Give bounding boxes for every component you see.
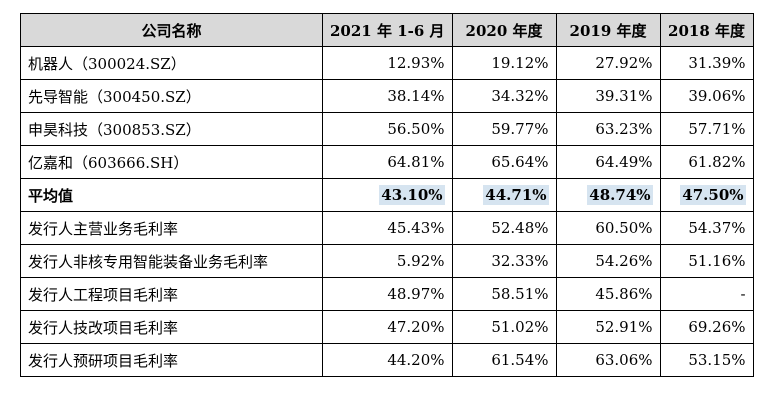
cell-2018: 69.26% xyxy=(659,310,754,344)
gross-margin-comparison-table: 公司名称 2021 年 1-6 月 2020 年度 2019 年度 2018 年… xyxy=(20,13,754,377)
cell-2018: 54.37% xyxy=(659,211,754,245)
cell-2020: 52.48% xyxy=(451,211,557,245)
cell-2020: 19.12% xyxy=(451,46,557,80)
average-value-2018: 47.50% xyxy=(680,185,746,205)
cell-2020: 51.02% xyxy=(451,310,557,344)
row-name: 亿嘉和（603666.SH） xyxy=(20,145,323,179)
header-2018: 2018 年度 xyxy=(659,13,754,47)
cell-2021-h1: 44.20% xyxy=(322,343,453,377)
cell-2020: 59.77% xyxy=(451,112,557,146)
row-name: 发行人主营业务毛利率 xyxy=(20,211,323,245)
cell-2018: 31.39% xyxy=(659,46,754,80)
cell-2021-h1: 56.50% xyxy=(322,112,453,146)
table-row: 发行人技改项目毛利率 47.20% 51.02% 52.91% 69.26% xyxy=(20,310,754,344)
cell-2020: 34.32% xyxy=(451,79,557,113)
table-row: 发行人主营业务毛利率 45.43% 52.48% 60.50% 54.37% xyxy=(20,211,754,245)
table-row: 机器人（300024.SZ） 12.93% 19.12% 27.92% 31.3… xyxy=(20,46,754,80)
average-label: 平均值 xyxy=(20,178,323,212)
cell-2019: 45.86% xyxy=(555,277,661,311)
table-row: 发行人工程项目毛利率 48.97% 58.51% 45.86% - xyxy=(20,277,754,311)
cell-2019: 27.92% xyxy=(555,46,661,80)
row-name: 发行人技改项目毛利率 xyxy=(20,310,323,344)
cell-2019: 54.26% xyxy=(555,244,661,278)
cell-2018: 39.06% xyxy=(659,79,754,113)
cell-2020: 44.71% xyxy=(451,178,557,212)
cell-2020: 32.33% xyxy=(451,244,557,278)
average-value-2021-h1: 43.10% xyxy=(379,185,445,205)
header-2019: 2019 年度 xyxy=(555,13,661,47)
cell-2021-h1: 47.20% xyxy=(322,310,453,344)
header-2020: 2020 年度 xyxy=(451,13,557,47)
cell-2019: 63.23% xyxy=(555,112,661,146)
cell-2021-h1: 43.10% xyxy=(322,178,453,212)
table-row: 发行人预研项目毛利率 44.20% 61.54% 63.06% 53.15% xyxy=(20,343,754,377)
row-name: 申昊科技（300853.SZ） xyxy=(20,112,323,146)
cell-2021-h1: 12.93% xyxy=(322,46,453,80)
cell-2018: - xyxy=(659,277,754,311)
average-value-2019: 48.74% xyxy=(587,185,653,205)
cell-2019: 52.91% xyxy=(555,310,661,344)
cell-2018: 51.16% xyxy=(659,244,754,278)
cell-2018: 61.82% xyxy=(659,145,754,179)
row-name: 发行人预研项目毛利率 xyxy=(20,343,323,377)
cell-2019: 60.50% xyxy=(555,211,661,245)
table-row: 亿嘉和（603666.SH） 64.81% 65.64% 64.49% 61.8… xyxy=(20,145,754,179)
cell-2020: 61.54% xyxy=(451,343,557,377)
header-company-name: 公司名称 xyxy=(20,13,323,47)
cell-2019: 64.49% xyxy=(555,145,661,179)
table-row: 发行人非核专用智能装备业务毛利率 5.92% 32.33% 54.26% 51.… xyxy=(20,244,754,278)
row-name: 发行人工程项目毛利率 xyxy=(20,277,323,311)
table-header-row: 公司名称 2021 年 1-6 月 2020 年度 2019 年度 2018 年… xyxy=(20,13,754,47)
cell-2021-h1: 5.92% xyxy=(322,244,453,278)
cell-2020: 65.64% xyxy=(451,145,557,179)
header-2021-h1: 2021 年 1-6 月 xyxy=(322,13,453,47)
cell-2020: 58.51% xyxy=(451,277,557,311)
cell-2021-h1: 64.81% xyxy=(322,145,453,179)
cell-2018: 47.50% xyxy=(659,178,754,212)
table-row: 申昊科技（300853.SZ） 56.50% 59.77% 63.23% 57.… xyxy=(20,112,754,146)
row-name: 发行人非核专用智能装备业务毛利率 xyxy=(20,244,323,278)
average-row: 平均值 43.10% 44.71% 48.74% 47.50% xyxy=(20,178,754,212)
row-name: 先导智能（300450.SZ） xyxy=(20,79,323,113)
cell-2021-h1: 45.43% xyxy=(322,211,453,245)
cell-2019: 39.31% xyxy=(555,79,661,113)
cell-2018: 57.71% xyxy=(659,112,754,146)
row-name: 机器人（300024.SZ） xyxy=(20,46,323,80)
cell-2019: 48.74% xyxy=(555,178,661,212)
average-value-2020: 44.71% xyxy=(483,185,549,205)
cell-2021-h1: 38.14% xyxy=(322,79,453,113)
table-row: 先导智能（300450.SZ） 38.14% 34.32% 39.31% 39.… xyxy=(20,79,754,113)
cell-2018: 53.15% xyxy=(659,343,754,377)
cell-2021-h1: 48.97% xyxy=(322,277,453,311)
gross-margin-table-container: 公司名称 2021 年 1-6 月 2020 年度 2019 年度 2018 年… xyxy=(20,13,754,377)
cell-2019: 63.06% xyxy=(555,343,661,377)
